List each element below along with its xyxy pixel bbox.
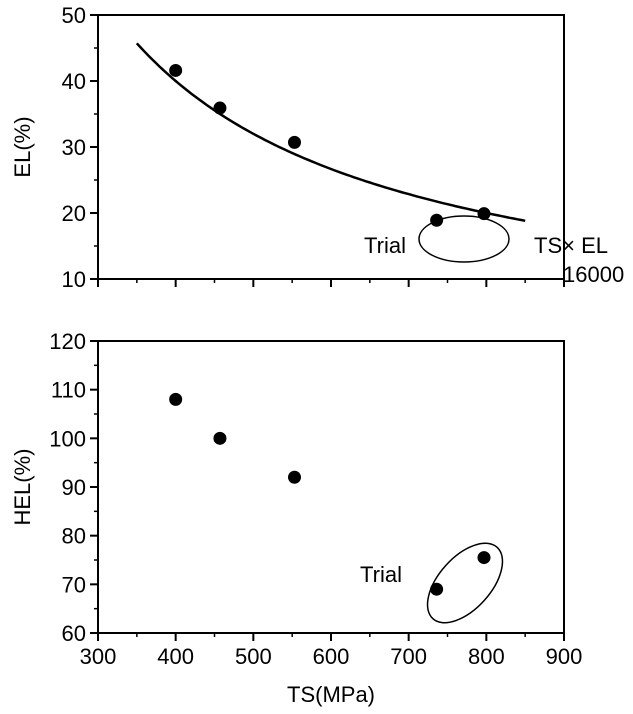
- bottom-trial-label: Trial: [360, 562, 402, 587]
- top-y-tick-label: 30: [62, 135, 86, 160]
- top-data-point: [169, 63, 183, 77]
- top-y-tick-labels: 10 20 30 40 50: [62, 3, 86, 292]
- bottom-data-point: [287, 470, 301, 484]
- bottom-data-points: [169, 392, 491, 596]
- top-data-point: [287, 135, 301, 149]
- bottom-y-tick-labels: 60 70 80 90 100 110 120: [49, 329, 86, 646]
- top-data-points: [169, 63, 491, 227]
- curve-label-line2: 16000: [563, 262, 624, 287]
- top-trial-label: Trial: [364, 233, 406, 258]
- bottom-trial-ellipse: [426, 542, 504, 624]
- bottom-y-tick-label: 60: [62, 621, 86, 646]
- top-plot-frame: [97, 14, 565, 280]
- x-tick-label: 600: [313, 644, 350, 669]
- top-panel: 10 20 30 40 50 EL(%) Trial TS× EL 16000: [10, 3, 624, 292]
- x-tick-label: 800: [468, 644, 505, 669]
- x-tick-label: 700: [390, 644, 427, 669]
- bottom-y-tick-label: 120: [49, 329, 86, 354]
- top-y-tick-label: 50: [62, 3, 86, 28]
- bottom-y-tick-label: 100: [49, 426, 86, 451]
- x-tick-label: 900: [546, 644, 583, 669]
- bottom-data-point: [477, 551, 491, 565]
- bottom-data-point: [430, 582, 444, 596]
- curve-label-line1: TS× EL: [534, 233, 608, 258]
- bottom-y-tick-label: 110: [51, 378, 86, 403]
- top-y-axis-title: EL(%): [10, 116, 35, 177]
- x-axis-title: TS(MPa): [287, 682, 375, 707]
- bottom-data-point: [213, 431, 227, 445]
- top-trial-ellipse: [418, 215, 510, 263]
- bottom-plot-frame: [97, 340, 565, 634]
- top-y-tick-label: 20: [62, 201, 86, 226]
- bottom-y-tick-label: 70: [62, 572, 86, 597]
- x-tick-label: 300: [80, 644, 117, 669]
- bottom-y-axis-title: HEL(%): [10, 448, 35, 525]
- top-data-point: [213, 101, 227, 115]
- top-y-tick-label: 40: [62, 69, 86, 94]
- top-y-tick-label: 10: [62, 267, 86, 292]
- top-ticks: [90, 14, 565, 287]
- bottom-x-tick-labels: 300 400 500 600 700 800 900: [80, 644, 583, 669]
- bottom-ticks: [90, 340, 565, 641]
- x-tick-label: 400: [157, 644, 194, 669]
- bottom-y-tick-label: 80: [62, 524, 86, 549]
- bottom-y-tick-label: 90: [62, 475, 86, 500]
- tradeoff-curve: [135, 42, 526, 223]
- x-tick-label: 500: [235, 644, 272, 669]
- bottom-data-point: [169, 392, 183, 406]
